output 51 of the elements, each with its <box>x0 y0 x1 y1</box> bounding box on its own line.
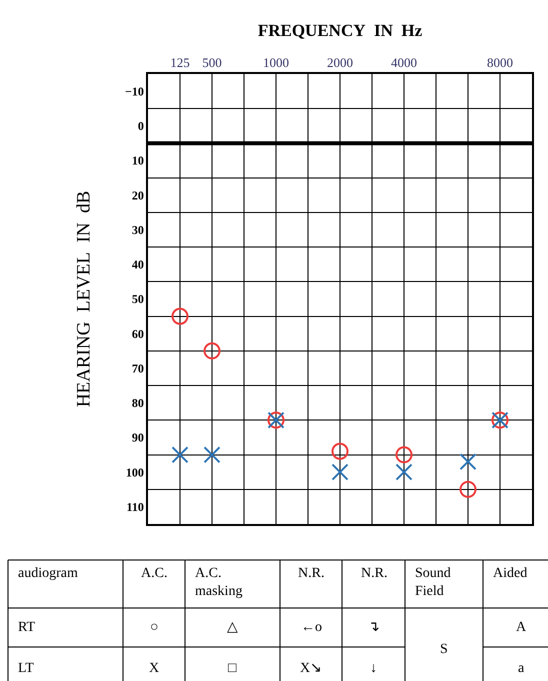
x-tick-label: 125 <box>170 55 190 70</box>
text: a <box>518 661 525 676</box>
y-tick-label: 50 <box>132 292 144 306</box>
text: X <box>149 661 160 676</box>
text: audiogram <box>18 566 78 581</box>
text: A.C. masking <box>195 566 242 600</box>
y-tick-label: 30 <box>132 222 144 237</box>
point <box>172 308 188 325</box>
text: ←o <box>301 620 322 635</box>
y-tick-label: 100 <box>126 465 144 480</box>
text: S <box>440 642 448 657</box>
text: Sound Field <box>415 566 451 600</box>
text: ↴ <box>368 620 380 635</box>
point <box>396 446 412 464</box>
x-tick-label: 1000 <box>263 55 289 70</box>
text: ↓ <box>370 661 377 676</box>
x-tick-label: 500 <box>202 55 222 70</box>
text: Aided <box>493 566 528 581</box>
point <box>332 442 348 460</box>
y-tick-label: 10 <box>132 154 144 168</box>
y-tick-label: 110 <box>126 500 144 514</box>
point <box>172 446 188 464</box>
y-tick-label: 60 <box>132 326 144 341</box>
y-tick-label: 80 <box>132 396 144 410</box>
text: A <box>516 620 527 635</box>
point <box>460 453 476 470</box>
x-tick-label: 2000 <box>327 55 353 70</box>
x-tick-label: 8000 <box>487 55 513 70</box>
text: X↘ <box>300 661 322 676</box>
text: A.C. <box>141 566 168 581</box>
text: N.R. <box>361 566 388 581</box>
y-tick-label: 40 <box>132 258 144 272</box>
text: RT <box>18 620 36 635</box>
text: △ <box>227 620 238 635</box>
text: ○ <box>150 620 158 635</box>
text: □ <box>228 661 237 676</box>
y-tick-label: 70 <box>132 361 144 376</box>
y-axis-title: HEARING LEVEL IN dB <box>73 190 94 408</box>
x-tick-label: 4000 <box>391 55 417 70</box>
y-tick-label: −10 <box>125 84 144 99</box>
point <box>332 464 348 481</box>
y-tick-label: 0 <box>138 119 144 134</box>
point <box>204 342 220 360</box>
point <box>204 446 220 464</box>
text: LT <box>18 661 34 676</box>
y-tick-label: 90 <box>132 430 144 445</box>
point <box>396 464 412 481</box>
text: N.R. <box>298 566 324 581</box>
y-tick-label: 20 <box>132 188 144 202</box>
x-axis-title: FREQUENCY IN Hz <box>258 21 423 40</box>
point <box>460 480 476 498</box>
